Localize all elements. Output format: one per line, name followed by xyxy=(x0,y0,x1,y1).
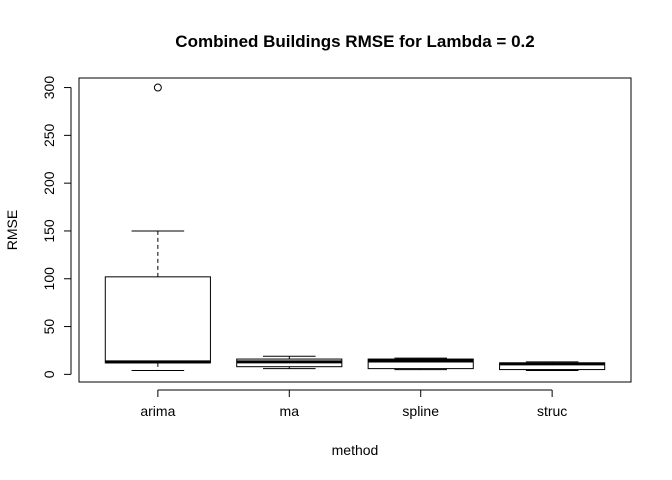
y-tick-label: 50 xyxy=(41,319,57,335)
x-tick-label: struc xyxy=(537,403,567,419)
box-arima xyxy=(104,276,211,364)
y-tick-label: 300 xyxy=(41,76,57,100)
boxes xyxy=(104,83,606,372)
y-axis-label: RMSE xyxy=(4,210,20,250)
x-axis-label: method xyxy=(332,442,379,458)
y-tick-label: 150 xyxy=(41,219,57,243)
x-axis: arima ma spline struc xyxy=(140,389,567,419)
x-tick-label: arima xyxy=(140,403,175,419)
x-tick-label: spline xyxy=(402,403,439,419)
box-spline xyxy=(367,358,474,370)
y-tick-label: 0 xyxy=(41,370,57,378)
outlier-point xyxy=(153,83,162,92)
plot-frame xyxy=(78,77,632,383)
x-tick-label: ma xyxy=(280,403,300,419)
y-tick-label: 200 xyxy=(41,171,57,195)
y-axis: 0 50 100 150 200 250 300 xyxy=(41,76,72,378)
chart-title: Combined Buildings RMSE for Lambda = 0.2 xyxy=(175,32,534,51)
y-tick-label: 100 xyxy=(41,267,57,291)
y-tick-label: 250 xyxy=(41,123,57,147)
